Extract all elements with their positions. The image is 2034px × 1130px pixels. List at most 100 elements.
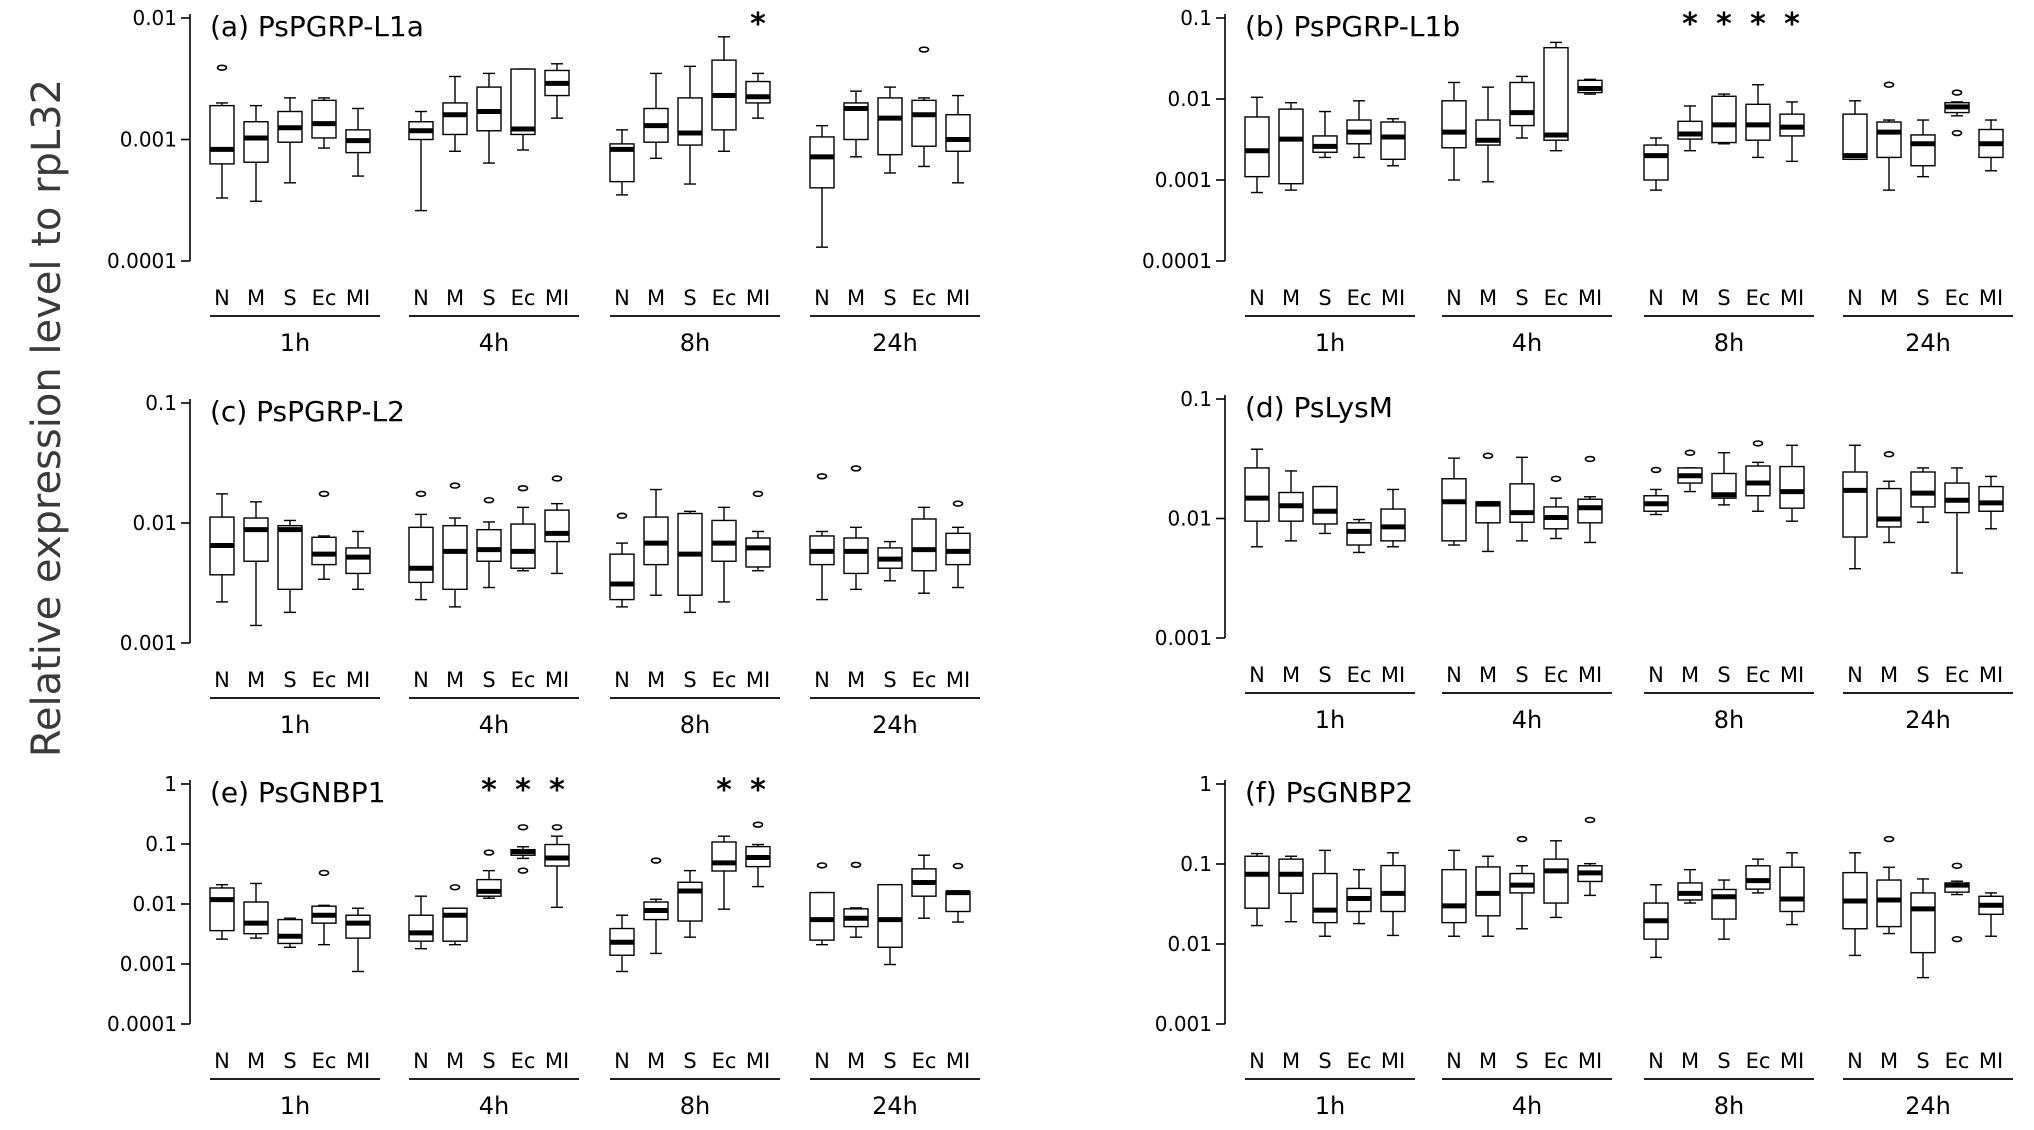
box-24h-MI	[945, 500, 971, 589]
outlier-point	[318, 490, 330, 498]
box-24h-S	[877, 540, 903, 582]
y-axis-label: Relative expression level to rpL32	[24, 79, 70, 757]
box-24h-S	[1910, 878, 1936, 979]
x-group-label: MI	[1381, 663, 1405, 687]
x-group-label: N	[1446, 286, 1462, 310]
box-1h-S	[1312, 110, 1338, 159]
x-group-label: MI	[1578, 1049, 1602, 1073]
outlier-point	[616, 512, 628, 519]
x-group-label: Ec	[712, 1049, 737, 1073]
box-8h-MI	[1779, 101, 1805, 163]
x-group-label: Ec	[312, 1049, 337, 1073]
box-24h-M	[1876, 81, 1902, 191]
box-iqr	[1441, 868, 1467, 924]
x-group-label: S	[1916, 1049, 1929, 1073]
box-24h-M	[1876, 835, 1902, 935]
box-iqr	[1509, 81, 1535, 127]
x-group-label: N	[614, 1049, 630, 1073]
box-iqr	[345, 914, 371, 939]
x-group-label: N	[1446, 1049, 1462, 1073]
y-axis-label-svg: Relative expression level to rpL32	[24, 79, 70, 757]
box-4h-N	[1441, 81, 1467, 181]
x-group-label: M	[1479, 1049, 1497, 1073]
y-tick-label: 0.001	[1155, 626, 1212, 650]
outlier-point	[1482, 452, 1494, 459]
box-24h-S	[1910, 467, 1936, 523]
box-4h-MI	[544, 824, 570, 909]
box-iqr	[843, 537, 869, 575]
box-4h-Ec	[510, 824, 536, 874]
y-tick-label: 0.1	[145, 832, 177, 856]
x-time-label: 4h	[1512, 706, 1542, 734]
box-4h-MI	[544, 63, 570, 119]
box-1h-Ec	[311, 97, 337, 149]
x-group-label: M	[446, 1049, 464, 1073]
x-group-label: M	[1479, 663, 1497, 687]
box-24h-Ec	[911, 46, 937, 168]
box-1h-Ec	[1346, 868, 1372, 925]
y-tick-label: 0.1	[1180, 852, 1212, 876]
box-4h-S	[476, 72, 502, 164]
box-iqr	[877, 97, 903, 156]
x-group-label: MI	[346, 1049, 370, 1073]
x-group-label: N	[1847, 663, 1863, 687]
x-group-label: MI	[1979, 663, 2003, 687]
box-iqr	[1441, 100, 1467, 149]
x-group-label: Ec	[511, 286, 536, 310]
box-iqr	[745, 80, 771, 104]
box-iqr	[510, 68, 536, 136]
outlier-point	[1516, 835, 1528, 843]
box-iqr	[945, 113, 971, 152]
box-iqr	[442, 524, 468, 591]
box-24h-S	[877, 86, 903, 174]
x-time-label: 4h	[479, 711, 509, 739]
x-group-label: N	[614, 286, 630, 310]
x-group-label: N	[814, 668, 830, 692]
x-group-label: N	[1847, 1049, 1863, 1073]
box-8h-M	[643, 488, 669, 596]
x-group-label: Ec	[1746, 286, 1771, 310]
box-iqr	[1779, 465, 1805, 509]
x-group-label: M	[1880, 663, 1898, 687]
box-1h-S	[1312, 849, 1338, 937]
box-4h-MI	[1577, 78, 1603, 95]
box-iqr	[1910, 134, 1936, 167]
x-group-label: N	[214, 286, 230, 310]
x-group-label: S	[482, 668, 495, 692]
box-4h-N	[408, 895, 434, 950]
box-8h-MI	[745, 821, 771, 888]
box-iqr	[243, 901, 269, 935]
box-iqr	[311, 99, 337, 139]
box-8h-Ec	[711, 36, 737, 152]
x-group-label: Ec	[1544, 286, 1569, 310]
x-group-label: MI	[1979, 286, 2003, 310]
box-8h-Ec	[1745, 84, 1771, 159]
panel-title: (b) PsPGRP-L1b	[1245, 10, 1460, 43]
outlier-point	[483, 496, 495, 504]
box-iqr	[408, 526, 434, 584]
box-8h-M	[1677, 449, 1703, 493]
x-group-label: N	[1847, 286, 1863, 310]
x-time-label: 8h	[1714, 706, 1744, 734]
x-group-label: M	[1880, 286, 1898, 310]
x-time-label: 4h	[479, 1092, 509, 1120]
x-group-label: MI	[346, 286, 370, 310]
x-group-label: MI	[545, 668, 569, 692]
x-group-label: S	[1717, 663, 1730, 687]
outlier-point	[752, 490, 764, 498]
x-group-label: M	[647, 286, 665, 310]
box-1h-Ec	[1346, 518, 1372, 554]
box-4h-N	[1441, 457, 1467, 546]
box-8h-N	[1643, 884, 1669, 959]
significance-marker: *	[1750, 7, 1766, 42]
box-iqr	[209, 104, 235, 165]
x-group-label: N	[214, 668, 230, 692]
x-group-label: N	[1249, 663, 1265, 687]
box-1h-MI	[345, 107, 371, 177]
x-group-label: MI	[1780, 663, 1804, 687]
box-iqr	[677, 881, 703, 922]
